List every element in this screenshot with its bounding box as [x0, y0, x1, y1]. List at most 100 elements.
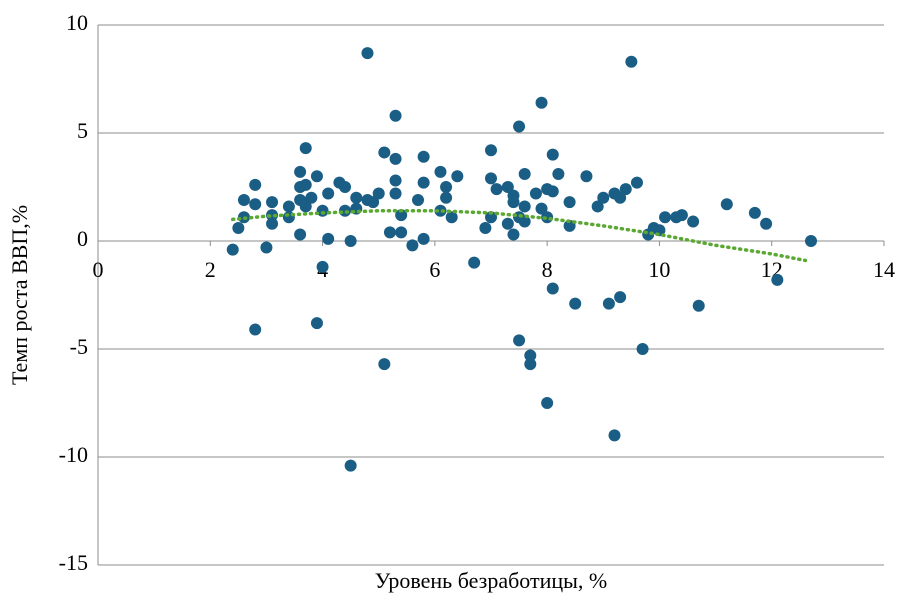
x-tick-label: 0	[93, 257, 104, 282]
point	[485, 211, 497, 224]
point	[344, 235, 357, 247]
y-tick-label: -10	[59, 442, 88, 467]
point	[485, 172, 497, 185]
point	[310, 170, 323, 183]
point	[395, 209, 408, 222]
y-axis-label: Темп роста ВВП,%	[7, 205, 32, 385]
point	[608, 429, 621, 442]
point	[310, 317, 323, 330]
point	[805, 235, 818, 247]
point	[260, 241, 273, 254]
point	[602, 297, 615, 310]
point	[361, 47, 374, 60]
point	[383, 226, 396, 239]
point	[226, 243, 239, 256]
point	[490, 183, 503, 196]
point	[389, 109, 402, 122]
point	[350, 191, 363, 204]
point	[389, 152, 402, 165]
point	[316, 204, 329, 217]
point	[507, 228, 520, 241]
point	[569, 297, 582, 310]
point	[440, 181, 453, 193]
point	[322, 232, 335, 245]
x-tick-label: 14	[873, 257, 895, 282]
y-tick-label: -15	[59, 550, 88, 575]
point	[546, 185, 559, 198]
point	[636, 343, 649, 355]
point	[518, 200, 531, 213]
point	[417, 150, 430, 163]
point	[513, 120, 526, 133]
point	[372, 187, 385, 200]
point	[687, 215, 700, 228]
point	[294, 165, 307, 178]
point	[434, 204, 447, 217]
point	[501, 181, 514, 193]
point	[625, 55, 638, 68]
point	[485, 144, 497, 157]
point	[479, 222, 492, 235]
trendline	[230, 209, 808, 263]
point	[266, 209, 279, 222]
point	[412, 193, 425, 206]
point	[316, 260, 329, 273]
point	[630, 176, 643, 189]
point	[513, 334, 526, 347]
point	[518, 168, 531, 181]
point	[322, 187, 335, 200]
point	[468, 256, 481, 269]
point	[440, 191, 453, 204]
point	[580, 170, 593, 183]
point	[614, 291, 627, 304]
point	[524, 358, 537, 371]
point	[232, 222, 245, 235]
point	[445, 211, 458, 224]
point	[507, 196, 520, 209]
point	[417, 232, 430, 245]
point	[367, 196, 380, 209]
point	[395, 226, 408, 239]
point	[552, 168, 565, 181]
x-tick-label: 6	[429, 257, 440, 282]
y-tick-label: 0	[77, 226, 88, 251]
point	[249, 323, 262, 336]
y-tick-label: 10	[66, 10, 88, 35]
point	[760, 217, 773, 230]
y-tick-label: -5	[70, 334, 88, 359]
point	[249, 198, 262, 211]
point	[675, 209, 688, 222]
point	[294, 228, 307, 241]
point	[266, 196, 279, 209]
x-tick-label: 2	[205, 257, 216, 282]
point	[389, 174, 402, 187]
point	[591, 200, 604, 213]
point	[535, 202, 548, 215]
point	[524, 349, 537, 362]
point	[344, 459, 357, 472]
point	[518, 215, 531, 228]
point	[299, 142, 312, 155]
point	[434, 165, 447, 178]
point	[619, 183, 632, 196]
point	[720, 198, 733, 211]
point	[614, 191, 627, 204]
point	[541, 397, 554, 409]
point	[378, 146, 391, 159]
point	[389, 187, 402, 200]
point	[406, 239, 419, 252]
point	[249, 178, 262, 191]
x-tick-label: 8	[542, 257, 553, 282]
point	[266, 217, 279, 230]
point	[282, 200, 295, 213]
point	[546, 282, 559, 295]
point	[299, 178, 312, 191]
point	[501, 217, 514, 230]
point	[237, 193, 250, 206]
point	[535, 96, 548, 109]
point	[771, 273, 784, 286]
point	[563, 196, 576, 209]
x-axis-label: Уровень безработицы, %	[375, 568, 608, 593]
x-tick-label: 10	[648, 257, 670, 282]
